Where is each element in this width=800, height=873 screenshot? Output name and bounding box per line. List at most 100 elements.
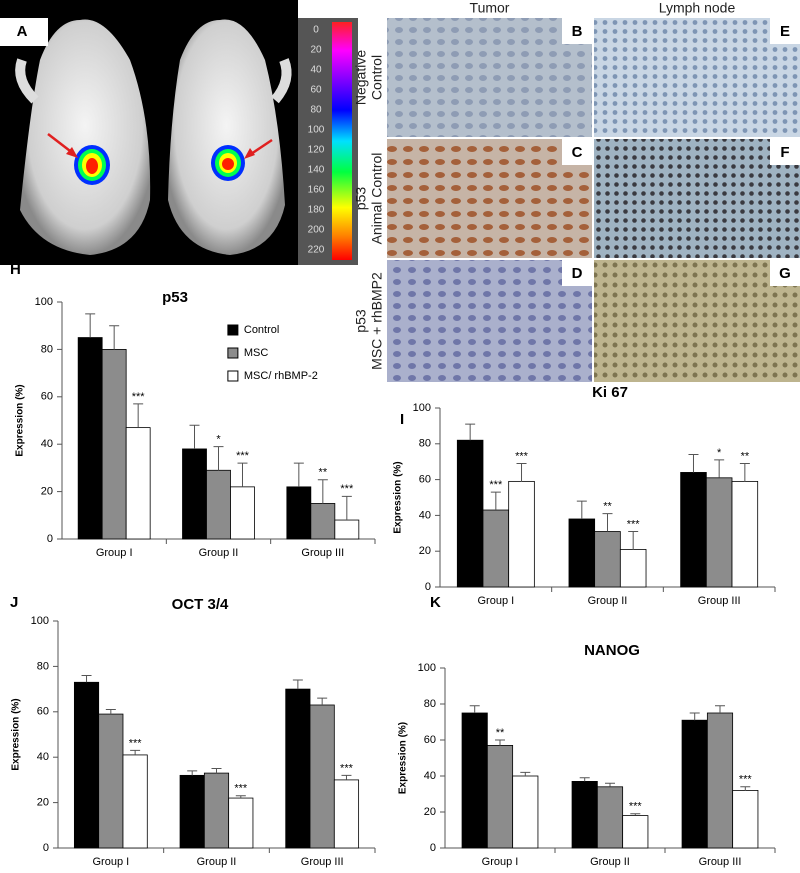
error-bar [715,705,725,713]
bar [182,448,207,540]
error-bar [516,462,527,482]
micrograph [387,139,592,258]
chart-title: NANOG [584,642,640,659]
bar [310,503,336,540]
y-tick-label: 80 [419,438,431,450]
bar [206,469,231,540]
x-tick-label: Group II [199,547,239,559]
bar [622,815,649,849]
significance-label: *** [489,479,503,491]
legend-swatch [227,324,239,336]
row-label: p53 [353,309,369,333]
y-tick-label: 100 [31,615,49,627]
y-tick-label: 100 [35,296,53,308]
bar [125,427,151,540]
error-bar [211,768,222,774]
error-bar [714,459,725,478]
bar [461,712,488,849]
panel-letter: K [430,594,441,611]
bar [508,480,535,588]
error-bar [689,712,700,721]
bar [228,797,254,849]
panel-letter: I [400,411,404,428]
error-bar [628,531,639,550]
micrograph [594,18,800,137]
bar [568,518,596,588]
error-bar [109,325,120,350]
bar [571,781,598,849]
significance-label: *** [627,518,641,530]
y-tick-label: 100 [418,662,436,674]
y-tick-label: 80 [424,698,436,710]
error-bar [187,770,198,776]
error-bar [293,462,304,487]
x-tick-label: Group II [588,595,628,607]
error-bar [235,795,246,799]
bar [681,719,708,849]
colorbar-label: 20 [310,45,322,56]
y-tick-label: 40 [419,509,431,521]
bar [101,348,127,540]
bar [203,772,230,849]
y-tick-label: 20 [424,806,436,818]
significance-label: * [216,433,221,445]
bar [98,713,124,849]
bar [456,439,484,588]
column-header: Lymph node [659,0,736,16]
micrograph [594,139,800,258]
error-bar [688,454,699,473]
error-bar [605,782,615,787]
error-bar [602,513,613,532]
bar [619,549,647,588]
error-bar [630,813,641,816]
significance-label: *** [739,774,753,786]
y-tick-label: 60 [424,734,436,746]
bar [230,486,255,540]
bar [122,754,148,849]
bar [333,779,360,849]
bar [179,774,205,849]
error-bar [85,313,96,338]
colorbar-label: 0 [313,25,319,36]
row-label: Negative [353,50,369,105]
panel-letter: G [779,265,791,282]
row-label: Control [369,55,385,100]
x-tick-label: Group III [699,856,742,868]
error-bar [490,491,501,511]
bar [680,472,707,588]
significance-label: ** [603,501,612,513]
error-bar [739,462,750,482]
x-tick-label: Group I [92,856,129,868]
chart-title: p53 [162,289,188,306]
error-bar [317,697,328,705]
bar [732,790,759,849]
significance-label: *** [340,762,354,774]
bar [705,477,733,588]
column-header: Tumor [470,0,510,16]
error-bar [740,786,751,791]
bar [486,745,514,849]
error-bar [579,777,590,782]
y-tick-label: 60 [419,474,431,486]
error-bar [130,749,141,755]
significance-label: *** [234,783,248,795]
y-tick-label: 20 [419,545,431,557]
x-tick-label: Group II [197,856,237,868]
letter-box [770,260,800,286]
colorbar-label: 180 [308,205,325,216]
significance-label: *** [236,450,250,462]
panel-letter: F [780,144,789,161]
colorbar-label: 220 [308,245,325,256]
x-tick-label: Group II [590,856,630,868]
legend-label: MSC [244,347,269,359]
y-tick-label: 100 [413,402,431,414]
y-tick-label: 80 [41,343,53,355]
bar [285,688,311,849]
panel-letter: C [572,144,583,161]
imaging-panel: A [0,0,358,265]
significance-label: ** [496,727,505,739]
significance-label: *** [515,450,529,462]
chart-title: OCT 3/4 [172,596,229,613]
